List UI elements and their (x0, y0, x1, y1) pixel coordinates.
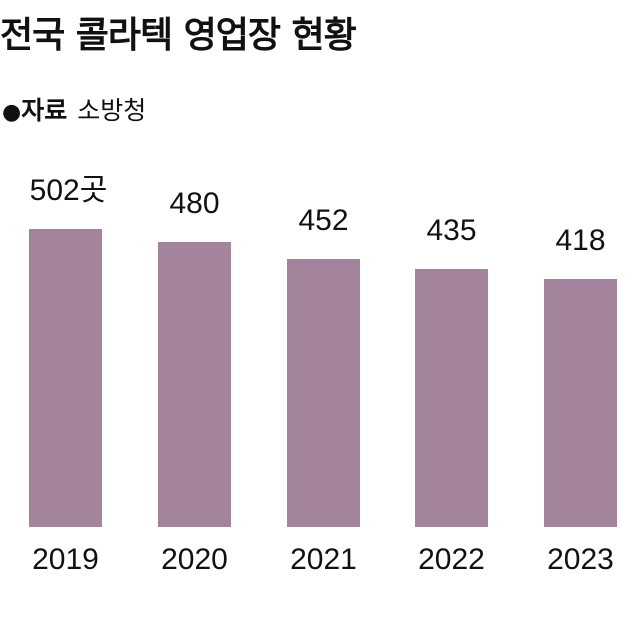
bullet-icon: ● (2, 100, 22, 125)
source-label: 자료 (21, 96, 68, 125)
category-label: 2023 (547, 543, 614, 576)
value-label: 418 (555, 224, 606, 257)
source-line: ●자료 소방청 (2, 94, 146, 130)
bar-2019 (29, 229, 102, 527)
bar-2022 (415, 269, 488, 527)
category-label: 2020 (161, 543, 228, 576)
bar-2020 (158, 242, 231, 527)
value-label: 502곳 (29, 174, 108, 207)
value-label: 452 (298, 204, 349, 237)
chart-title: 전국 콜라텍 영업장 현황 (0, 15, 357, 56)
category-label: 2021 (290, 543, 357, 576)
value-label: 480 (169, 187, 220, 220)
category-label: 2019 (32, 543, 99, 576)
source-value: 소방청 (77, 96, 147, 125)
value-label: 435 (426, 214, 477, 247)
category-label: 2022 (418, 543, 485, 576)
bar-2021 (287, 259, 360, 527)
bar-2023 (544, 279, 617, 527)
